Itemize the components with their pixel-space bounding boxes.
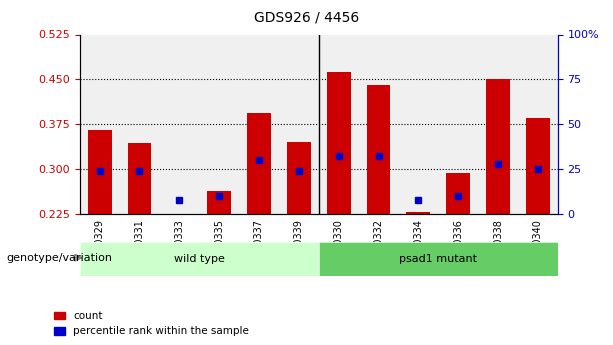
Bar (406, 212, 430, 214)
Text: wild type: wild type (174, 254, 224, 264)
Legend: count, percentile rank within the sample: count, percentile rank within the sample (54, 311, 249, 336)
Text: genotype/variation: genotype/variation (6, 253, 112, 263)
Bar (486, 79, 510, 214)
Bar (367, 85, 390, 214)
Bar (88, 130, 112, 214)
Bar (128, 143, 151, 214)
Bar (446, 173, 470, 214)
Text: psad1 mutant: psad1 mutant (399, 254, 478, 264)
Bar (287, 142, 311, 214)
Text: GDS926 / 4456: GDS926 / 4456 (254, 10, 359, 24)
Bar (207, 191, 231, 214)
Bar (247, 114, 271, 214)
Bar (327, 71, 351, 214)
Bar (526, 118, 550, 214)
